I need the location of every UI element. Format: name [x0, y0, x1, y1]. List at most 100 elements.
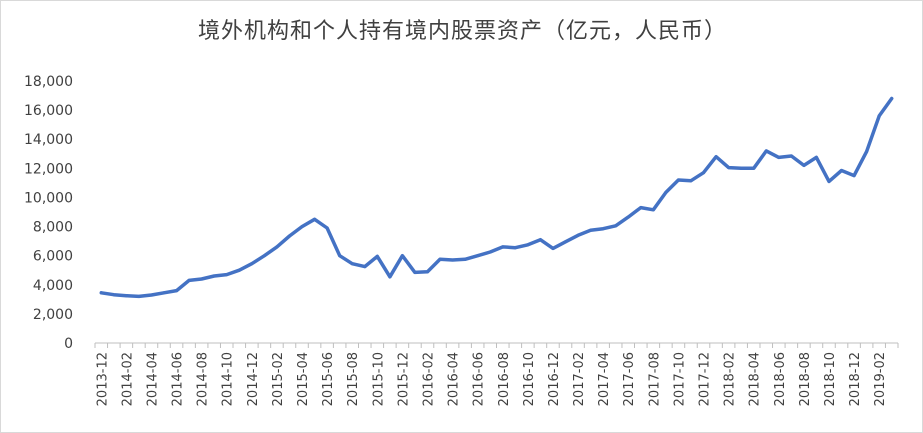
data-point	[438, 257, 442, 261]
y-tick-label: 14,000	[24, 132, 73, 148]
x-tick-label: 2017-04	[597, 352, 612, 406]
data-point	[325, 226, 329, 230]
data-point	[564, 240, 567, 244]
data-point	[777, 155, 781, 159]
data-point	[601, 227, 605, 231]
data-point	[890, 97, 894, 100]
x-tick-label: 2015-02	[271, 352, 286, 406]
chart-title: 境外机构和个人持有境内股票资产（亿元，人民币）	[197, 19, 727, 44]
data-point	[200, 277, 204, 281]
y-tick-label: 8,000	[33, 220, 73, 236]
data-point	[262, 254, 266, 258]
x-tick-label: 2016-02	[421, 352, 436, 406]
data-point	[375, 254, 379, 258]
data-point	[639, 206, 643, 210]
data-point	[865, 150, 869, 154]
x-tick-label: 2014-02	[120, 352, 135, 406]
y-tick-label: 6,000	[33, 249, 73, 265]
data-point	[551, 246, 555, 250]
x-tick-label: 2016-08	[497, 352, 512, 406]
data-point	[877, 114, 881, 118]
x-tick-label: 2014-04	[145, 352, 160, 406]
x-tick-label: 2017-02	[572, 352, 587, 406]
data-point	[426, 270, 429, 274]
y-tick-label: 16,000	[24, 103, 73, 119]
data-point	[488, 250, 492, 254]
data-point	[313, 217, 317, 221]
data-point	[413, 270, 417, 274]
x-tick-label: 2017-06	[622, 352, 637, 406]
data-point	[187, 278, 191, 282]
data-point	[727, 166, 731, 170]
data-point	[789, 154, 793, 158]
data-point	[451, 258, 455, 262]
data-point	[827, 179, 831, 183]
data-point	[162, 291, 166, 295]
x-tick-label: 2015-06	[321, 352, 336, 406]
data-point	[840, 169, 843, 172]
y-tick-label: 2,000	[33, 307, 73, 323]
data-point	[300, 225, 304, 229]
x-tick-label: 2016-06	[472, 352, 487, 406]
x-tick-label: 2017-10	[672, 352, 687, 406]
data-point	[752, 166, 756, 170]
data-point	[513, 246, 517, 250]
x-tick-label: 2017-08	[647, 352, 662, 406]
data-point	[150, 293, 153, 297]
data-point	[338, 254, 342, 258]
data-point	[589, 228, 593, 232]
data-point	[814, 155, 818, 159]
data-point	[250, 262, 254, 266]
y-tick-label: 10,000	[24, 190, 73, 206]
data-point	[275, 245, 279, 249]
x-tick-label: 2014-10	[221, 352, 236, 406]
x-tick-label: 2015-10	[371, 352, 386, 406]
data-point	[237, 268, 241, 272]
data-point	[651, 208, 655, 212]
data-point	[626, 215, 630, 219]
data-point	[363, 265, 367, 269]
y-tick-label: 4,000	[33, 278, 73, 294]
data-point	[852, 174, 856, 178]
data-point	[538, 238, 542, 242]
x-tick-label: 2015-12	[396, 352, 411, 406]
data-point	[476, 254, 480, 258]
x-tick-label: 2017-12	[698, 352, 713, 406]
x-tick-label: 2018-04	[748, 352, 763, 406]
x-tick-label: 2018-10	[823, 352, 838, 406]
y-axis: 0 2,000 4,000 6,000 8,000 10,000 12,000 14,000 1…	[24, 74, 73, 352]
data-point	[225, 273, 229, 277]
x-tick-label: 2016-12	[547, 352, 562, 406]
x-tick-label: 2014-08	[196, 352, 211, 406]
data-point	[664, 190, 668, 194]
data-point	[124, 294, 128, 298]
data-point	[463, 257, 467, 261]
data-point	[739, 166, 743, 170]
data-point	[400, 254, 404, 258]
data-point	[212, 274, 216, 278]
y-tick-label: 0	[64, 336, 73, 352]
data-point	[614, 224, 618, 228]
x-tick-label: 2014-12	[246, 352, 261, 406]
data-point	[802, 163, 806, 167]
x-tick-label: 2018-08	[798, 352, 813, 406]
data-point	[99, 291, 103, 295]
x-tick-label: 2018-12	[848, 352, 863, 406]
data-point	[526, 243, 530, 247]
x-axis: 2013-12 2014-02 2014-04 2014-06 2014-08 2014-…	[94, 342, 899, 406]
data-point	[175, 289, 179, 293]
series-line	[99, 96, 894, 299]
data-point	[112, 293, 116, 297]
data-point	[676, 178, 680, 182]
data-point	[137, 294, 141, 298]
data-point	[702, 171, 705, 175]
data-point	[501, 245, 505, 249]
data-point	[388, 275, 392, 279]
x-tick-label: 2016-10	[522, 352, 537, 406]
data-point	[689, 179, 693, 183]
series-layer	[99, 96, 894, 299]
data-point	[764, 149, 768, 153]
data-point	[350, 262, 354, 266]
x-tick-label: 2015-04	[296, 352, 311, 406]
